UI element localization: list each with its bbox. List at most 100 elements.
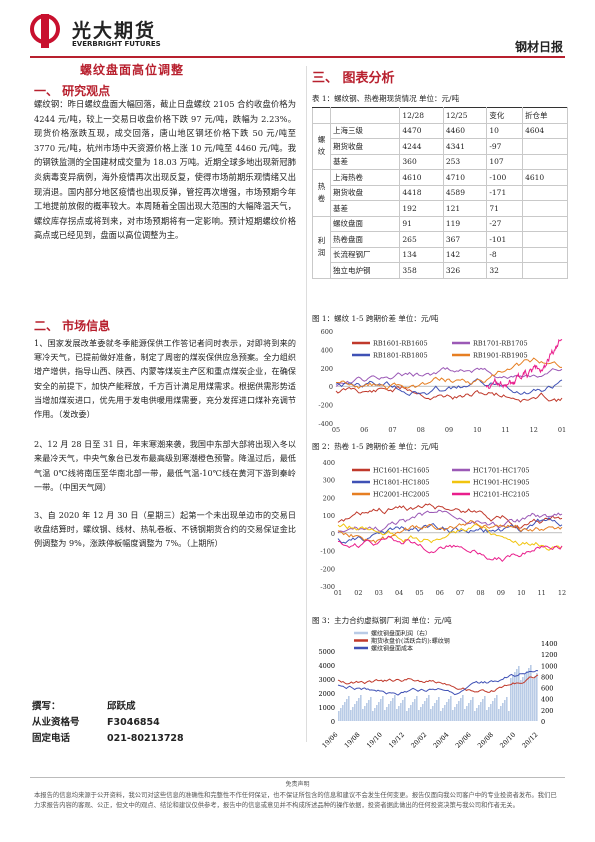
table-cell: 上海热卷 [329,169,401,186]
profit-bar [496,695,498,721]
table-header-cell: 变化 [486,107,524,124]
disclaimer-text: 本报告的信息均来源于公开资料，我公司对这些信息的准确性和完整性不作任何保证，也不… [34,792,557,809]
y-tick-label: 400 [323,459,335,467]
x-tick-label: 04 [395,589,403,597]
profit-bar [438,697,440,721]
profit-bar [474,711,476,721]
profit-bar [454,707,456,721]
section-heading-research: 一、 研究观点 [34,84,111,98]
profit-bar [478,705,480,721]
table-row: 螺纹上海三级 4470 4460 10 4604 [312,122,568,170]
profit-bar [338,711,340,721]
table-cell [522,262,568,279]
profit-bar [422,704,424,721]
profit-bar [484,696,486,721]
table-row: 期货收盘 4418 4589 -171 [313,184,568,201]
legend-label: 期货收盘价(活跃合约):螺纹钢 [371,637,450,645]
x-tick-label: 01 [334,589,342,597]
profit-bar [462,695,464,721]
legend-label: HC2101-HC2105 [473,491,530,499]
series-line [335,378,563,397]
profit-bar [368,700,370,721]
profit-bar [464,709,466,721]
legend-label: RB1901-RB1905 [473,352,528,360]
x-tick-label: 12 [530,426,538,434]
profit-bar [452,710,454,721]
footer-divider [30,777,565,778]
table-cell: 71 [486,200,524,217]
x-tick-label: 19/10 [365,731,384,749]
page-title: 螺纹盘面高位调整 [80,63,185,77]
series-line [337,669,539,696]
profit-bar [376,705,378,721]
table-cell: 长流程钢厂 [329,246,401,263]
profit-bar [444,705,446,721]
table-group-label: 螺纹 [312,122,331,170]
table-cell: 4604 [522,122,568,139]
profit-bar [406,711,408,721]
table-cell: 热卷盘面 [329,231,401,248]
profit-bar [378,702,380,721]
profit-bar [488,707,490,721]
table-cell: 32 [486,262,524,279]
license-number: F3046854 [107,717,160,728]
x-tick-label: 02 [354,589,362,597]
profit-bar [394,695,396,721]
x-tick-label: 20/02 [409,731,428,749]
profit-bar [508,711,510,721]
table-cell [522,184,568,201]
x-tick-label: 12 [558,589,566,597]
series-line [337,503,563,529]
logo-mark-icon [30,14,60,48]
table-cell: 360 [399,153,444,170]
table-cell: 期货收盘 [329,184,401,201]
table-cell: 121 [442,200,488,217]
table-row: 期货收盘 4244 4341 -97 [313,138,568,155]
legend-label: RB1701-RB1705 [473,340,528,348]
profit-bar [340,708,342,721]
y-tick-label-right: 1400 [541,640,558,648]
profit-bar [428,695,430,721]
table-cell: 4710 [442,169,488,186]
series-line [337,509,563,534]
x-tick-label: 09 [497,589,505,597]
profit-bar [512,675,514,721]
x-tick-label: 20/10 [498,731,517,749]
profit-bar [366,703,368,721]
phone-number: 021-80213728 [107,733,184,744]
y-tick-label: 400 [321,346,333,354]
profit-bar [370,697,372,721]
profit-bar [536,673,538,721]
legend-label: HC1801-HC1805 [373,479,430,487]
profit-bar [390,701,392,721]
legend-label: HC1701-HC1705 [473,467,530,475]
table-cell: 4610 [399,169,444,186]
series-line [337,523,563,551]
table-cell: 4589 [442,184,488,201]
table-cell: 134 [399,246,444,263]
logo-cn: 光大期货 [72,20,157,42]
license-label: 从业资格号 [32,717,80,728]
y-tick-label: -200 [320,565,335,573]
profit-bar [466,706,468,721]
x-tick-label: 11 [501,426,509,434]
profit-bar [396,709,398,721]
series-line [335,357,563,391]
chart2-caption: 图 2：热卷 1-5 跨期价差 单位：元/吨 [312,442,439,451]
legend-label: 螺纹钢盘面成本 [371,645,413,653]
table-cell: 上海三级 [329,122,401,139]
profit-bar [426,698,428,721]
table-cell: 4418 [399,184,444,201]
price-table: 12/28 12/25 变化 折仓单螺纹上海三级 4470 4460 10 4604 期货收盘 4… [312,107,568,279]
table-cell [522,246,568,263]
profit-bar [408,708,410,721]
x-tick-label: 08 [476,589,484,597]
table-group-label: 利润 [312,215,331,279]
profit-bar [346,699,348,721]
x-tick-label: 07 [456,589,464,597]
author-label: 撰写： [32,701,61,712]
x-tick-label: 10 [473,426,481,434]
series-line [337,519,563,544]
profit-bar [518,666,520,721]
